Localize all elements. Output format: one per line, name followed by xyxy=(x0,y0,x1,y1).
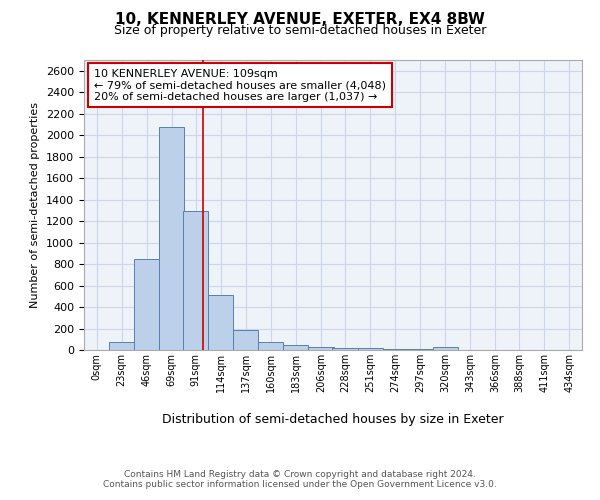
Bar xyxy=(109,342,134,350)
Bar xyxy=(183,212,208,350)
Bar xyxy=(259,342,283,350)
Text: Contains public sector information licensed under the Open Government Licence v3: Contains public sector information licen… xyxy=(103,480,497,489)
Text: Contains HM Land Registry data © Crown copyright and database right 2024.: Contains HM Land Registry data © Crown c… xyxy=(124,470,476,479)
Bar xyxy=(332,348,358,350)
Bar xyxy=(134,258,159,350)
Bar xyxy=(308,347,334,350)
Bar xyxy=(433,348,458,350)
Bar xyxy=(383,349,407,350)
Text: Size of property relative to semi-detached houses in Exeter: Size of property relative to semi-detach… xyxy=(114,24,486,37)
Y-axis label: Number of semi-detached properties: Number of semi-detached properties xyxy=(31,102,40,308)
Bar xyxy=(283,345,308,350)
Text: 10, KENNERLEY AVENUE, EXETER, EX4 8BW: 10, KENNERLEY AVENUE, EXETER, EX4 8BW xyxy=(115,12,485,28)
Bar xyxy=(159,126,184,350)
Text: Distribution of semi-detached houses by size in Exeter: Distribution of semi-detached houses by … xyxy=(162,412,504,426)
Text: 10 KENNERLEY AVENUE: 109sqm
← 79% of semi-detached houses are smaller (4,048)
20: 10 KENNERLEY AVENUE: 109sqm ← 79% of sem… xyxy=(94,68,386,102)
Bar xyxy=(208,295,233,350)
Bar xyxy=(233,330,259,350)
Bar xyxy=(358,348,383,350)
